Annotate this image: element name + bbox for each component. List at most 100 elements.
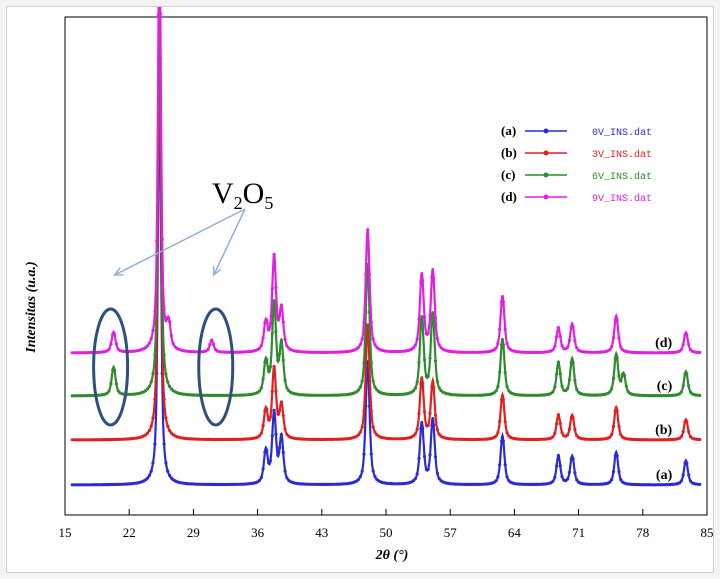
data-point xyxy=(160,237,164,241)
data-point xyxy=(505,342,509,346)
data-point xyxy=(610,387,614,391)
data-point xyxy=(151,372,155,376)
data-point xyxy=(162,353,166,357)
data-point xyxy=(278,409,282,413)
data-point xyxy=(617,374,621,378)
data-point xyxy=(371,469,375,473)
data-point xyxy=(162,442,166,446)
data-point xyxy=(435,379,439,383)
data-point xyxy=(360,425,364,429)
data-point xyxy=(501,439,505,443)
data-point xyxy=(281,358,285,362)
data-point xyxy=(571,361,575,365)
data-point xyxy=(367,272,372,276)
data-point xyxy=(428,313,432,317)
data-point xyxy=(263,360,267,364)
data-point xyxy=(422,454,427,458)
legend-letter: (d) xyxy=(501,189,517,204)
data-point xyxy=(421,322,425,326)
data-point xyxy=(169,334,173,338)
legend-entry: 3V_INS.dat xyxy=(592,149,652,161)
legend-entry: 9V_INS.dat xyxy=(592,193,652,205)
data-point xyxy=(551,435,555,439)
data-point xyxy=(687,343,691,347)
data-point xyxy=(147,384,151,388)
data-point xyxy=(373,343,377,347)
data-point xyxy=(422,315,427,319)
data-point xyxy=(615,318,619,322)
data-point xyxy=(571,457,575,461)
data-point xyxy=(281,451,285,455)
data-point xyxy=(494,434,498,438)
data-point xyxy=(617,469,621,474)
data-point xyxy=(166,424,170,428)
data-point xyxy=(566,433,570,437)
data-point xyxy=(171,342,175,346)
data-point xyxy=(615,356,619,360)
data-point xyxy=(608,435,612,439)
data-point xyxy=(270,390,274,394)
data-point xyxy=(149,469,153,473)
data-point xyxy=(265,407,269,411)
data-point xyxy=(553,475,557,479)
trace-label: (d) xyxy=(655,336,672,351)
data-point xyxy=(685,461,689,465)
data-point xyxy=(505,475,509,479)
data-point xyxy=(679,479,683,483)
data-point xyxy=(114,342,118,346)
data-point xyxy=(687,473,691,477)
data-point xyxy=(498,463,502,467)
data-point xyxy=(164,461,168,465)
data-point xyxy=(279,433,283,437)
data-point xyxy=(267,418,271,422)
data-point xyxy=(155,239,159,243)
data-point xyxy=(116,389,120,393)
data-point xyxy=(153,397,157,401)
data-point xyxy=(681,473,685,477)
data-point xyxy=(168,473,172,478)
data-point xyxy=(272,408,276,412)
data-point xyxy=(560,384,564,388)
y-axis-title: Intensitas (u.a.) xyxy=(24,261,39,353)
data-point xyxy=(413,386,417,390)
data-point xyxy=(274,285,278,289)
data-point xyxy=(147,428,151,433)
data-point xyxy=(168,384,172,388)
data-point xyxy=(149,337,153,341)
data-point xyxy=(259,386,263,390)
data-point xyxy=(553,385,557,389)
xrd-chart: 15 22 29 36 43 50 57 64 71 78 85 (a) (b) (c) (d) V2O5… xyxy=(24,7,713,563)
data-point xyxy=(498,327,502,331)
data-point xyxy=(360,469,364,473)
annotation-layer: V2O5 xyxy=(92,177,273,427)
data-point xyxy=(433,413,438,417)
data-point xyxy=(571,416,575,420)
data-point xyxy=(556,454,561,458)
data-point xyxy=(274,330,278,334)
data-point xyxy=(164,319,168,323)
data-point xyxy=(698,393,702,397)
data-point xyxy=(369,409,373,413)
data-point xyxy=(151,416,155,420)
data-point xyxy=(151,328,155,332)
data-point xyxy=(560,344,564,348)
data-point xyxy=(558,372,562,376)
data-point xyxy=(698,437,702,442)
data-point xyxy=(279,303,283,307)
data-point xyxy=(210,338,214,342)
data-point xyxy=(257,346,261,350)
data-point xyxy=(362,320,366,324)
data-point xyxy=(560,431,564,435)
highlight-ellipse xyxy=(92,307,130,427)
annotation-arrowhead xyxy=(212,265,222,277)
x-tick-label: 36 xyxy=(251,525,265,540)
data-point xyxy=(494,389,498,393)
data-point xyxy=(114,382,118,386)
data-point xyxy=(681,430,685,434)
data-point xyxy=(278,352,282,356)
data-point xyxy=(432,276,436,280)
series-9v-ins-dat: (d) xyxy=(70,7,702,355)
data-point xyxy=(501,398,505,402)
data-point xyxy=(417,317,421,321)
data-point xyxy=(698,482,702,486)
